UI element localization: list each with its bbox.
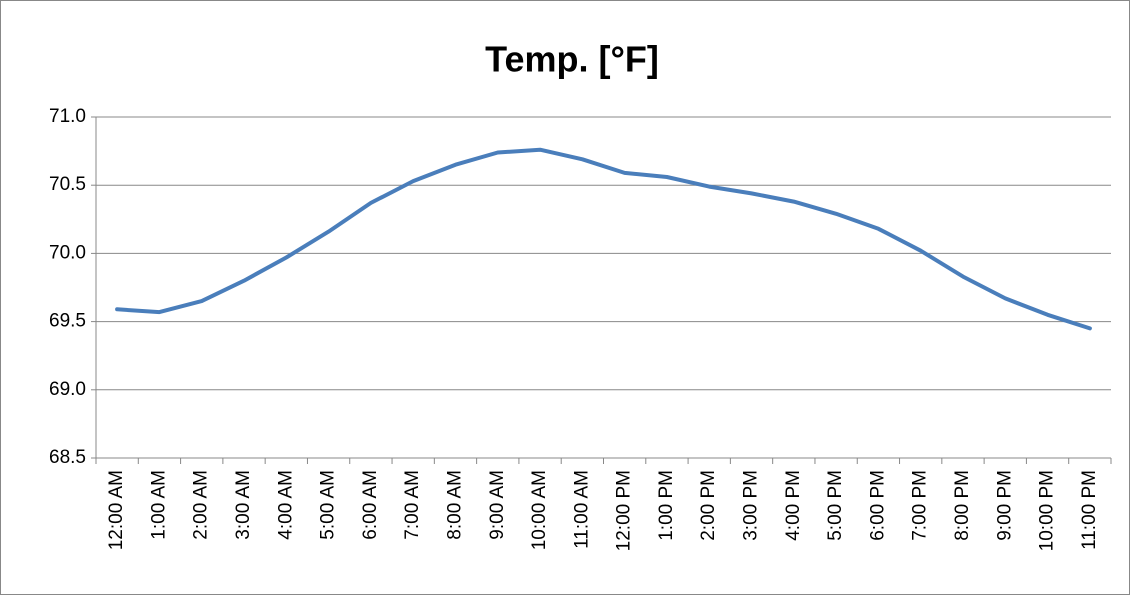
y-tick-label: 70.0 (49, 242, 86, 263)
x-tick-label: 7:00 AM (402, 470, 423, 540)
x-tick-label: 5:00 PM (825, 470, 846, 541)
y-tick-label: 69.0 (49, 379, 86, 400)
series-line (115, 147, 1092, 331)
x-tick-label: 4:00 PM (783, 470, 804, 541)
x-tick-label: 11:00 AM (571, 470, 592, 549)
x-tick-label: 5:00 AM (318, 470, 339, 540)
x-tick-label: 6:00 AM (360, 470, 381, 540)
x-tick-label: 3:00 AM (233, 470, 254, 540)
x-tick-label: 11:00 PM (1079, 470, 1100, 550)
x-tick-label: 4:00 AM (275, 470, 296, 540)
y-tick-label: 69.5 (49, 311, 86, 332)
x-tick-label: 7:00 PM (910, 470, 931, 541)
x-tick-label: 10:00 PM (1037, 470, 1058, 551)
x-tick-label: 10:00 AM (529, 470, 550, 550)
y-tick-label: 71.0 (49, 106, 86, 127)
x-tick-label: 1:00 AM (148, 470, 169, 540)
y-tick-label: 68.5 (49, 447, 86, 468)
x-tick-label: 8:00 PM (952, 470, 973, 541)
y-tick-label: 70.5 (49, 174, 86, 195)
x-tick-label: 6:00 PM (867, 470, 888, 541)
x-tick-label: 3:00 PM (741, 470, 762, 541)
x-tick-label: 8:00 AM (444, 470, 465, 540)
x-tick-label: 12:00 PM (614, 470, 635, 551)
x-tick-label: 2:00 PM (698, 470, 719, 541)
x-tick-label: 12:00 AM (106, 470, 127, 550)
x-tick-label: 1:00 PM (656, 470, 677, 541)
x-tick-label: 9:00 AM (487, 470, 508, 540)
chart-title: Temp. [°F] (485, 39, 659, 80)
x-tick-label: 9:00 PM (994, 470, 1015, 541)
x-tick-label: 2:00 AM (191, 470, 212, 540)
